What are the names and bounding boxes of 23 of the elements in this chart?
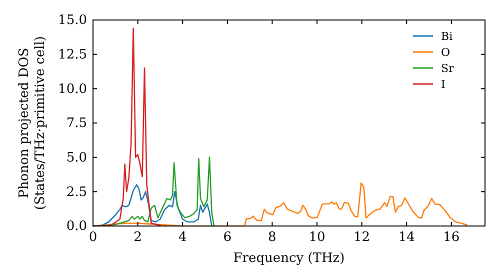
x-tick-label: 16	[443, 230, 460, 246]
legend-label: Sr	[441, 62, 455, 75]
legend-label: Bi	[441, 30, 454, 43]
x-tick-label: 2	[134, 230, 142, 246]
x-tick-label: 4	[178, 230, 187, 246]
y-tick-label: 10.0	[58, 82, 87, 97]
x-tick-label: 14	[398, 230, 415, 246]
y-tick-label: 15.0	[58, 13, 87, 28]
y-tick-label: 7.5	[66, 116, 87, 132]
x-tick-label: 10	[308, 230, 326, 246]
x-tick-label: 8	[268, 230, 276, 246]
legend-label: I	[441, 78, 446, 91]
x-tick-label: 0	[88, 230, 98, 246]
x-axis-title: Frequency (THz)	[233, 251, 345, 266]
line-series	[92, 156, 215, 227]
y-tick-label: 2.5	[66, 184, 87, 200]
x-tick-label: 6	[223, 230, 232, 246]
y-axis-title: Phonon projected DOS (States/THz·primitive cell)	[17, 36, 48, 210]
y-tick-label: 0.0	[66, 219, 87, 234]
y-tick-label: 12.5	[58, 47, 87, 62]
y-tick-label: 5.0	[66, 150, 87, 166]
x-tick-label: 12	[354, 230, 370, 246]
legend-label: O	[441, 46, 450, 59]
